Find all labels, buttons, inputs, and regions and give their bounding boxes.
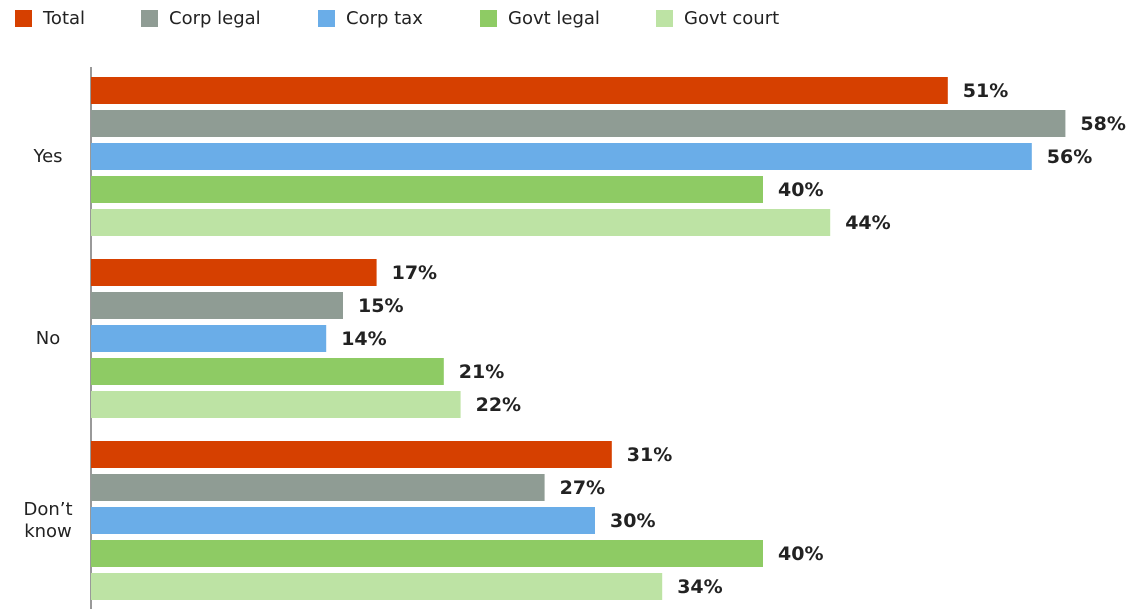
data-label: 51% [963,80,1008,102]
data-label: 17% [392,262,437,284]
data-label: 34% [677,576,722,598]
bar [91,110,1066,137]
legend-label: Govt court [684,8,779,29]
bar [91,176,763,203]
data-label: 58% [1080,113,1125,135]
bar [91,292,343,319]
category-label: Yes [33,145,63,167]
legend-swatch [656,10,673,27]
bar [91,325,327,352]
data-label: 44% [845,212,890,234]
bar [91,209,831,236]
bar [91,77,948,104]
legend-swatch [318,10,335,27]
data-label: 14% [341,328,386,350]
legend-swatch [141,10,158,27]
bar [91,143,1032,170]
bar [91,441,612,468]
data-label: 40% [778,179,823,201]
bar [91,507,595,534]
data-label: 22% [476,394,521,416]
data-label: 56% [1047,146,1092,168]
category-label: No [35,327,61,349]
legend-label: Corp tax [346,8,423,29]
bar [91,259,377,286]
category-label: Don’t know [23,498,73,542]
bar [91,474,545,501]
legend-label: Govt legal [508,8,600,29]
bar [91,358,444,385]
data-label: 27% [560,477,605,499]
data-label: 31% [627,444,672,466]
legend-swatch [15,10,32,27]
data-label: 30% [610,510,655,532]
legend-swatch [480,10,497,27]
data-label: 21% [459,361,504,383]
bar [91,573,663,600]
legend-label: Corp legal [169,8,261,29]
data-label: 15% [358,295,403,317]
bar [91,391,461,418]
legend-label: Total [42,8,85,29]
bar [91,540,763,567]
data-label: 40% [778,543,823,565]
